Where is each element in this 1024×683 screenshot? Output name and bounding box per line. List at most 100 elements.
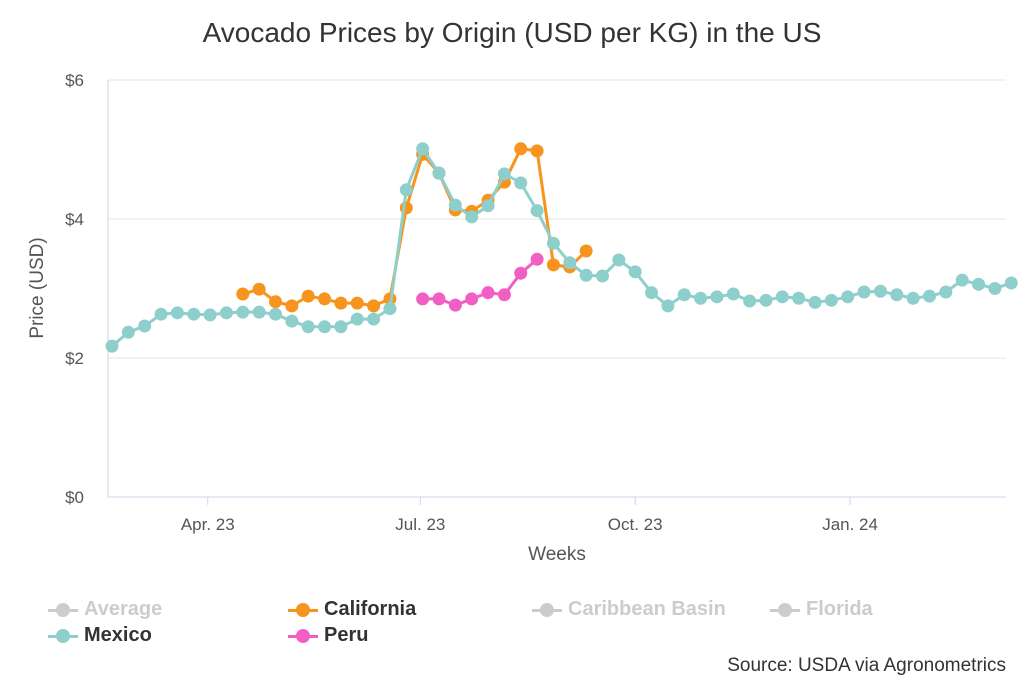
legend-item-california[interactable]: California: [288, 598, 416, 621]
data-point: [988, 282, 1002, 295]
data-point: [334, 296, 348, 310]
data-point: [546, 258, 560, 272]
legend-marker-icon: [532, 602, 562, 617]
data-point: [939, 285, 953, 299]
data-point: [694, 291, 708, 305]
data-point: [301, 289, 315, 303]
legend-label: Caribbean Basin: [568, 598, 726, 620]
data-point: [432, 292, 446, 306]
x-tick-label: Apr. 23: [181, 515, 235, 534]
data-point: [269, 307, 282, 321]
data-point: [677, 288, 691, 302]
data-point: [399, 183, 413, 197]
data-point: [269, 295, 282, 309]
y-tick-label: $6: [65, 71, 84, 90]
y-tick-label: $4: [65, 210, 84, 229]
legend-marker-icon: [288, 628, 318, 643]
data-point: [661, 299, 675, 313]
legend-item-average[interactable]: Average: [48, 598, 162, 621]
data-point: [170, 306, 184, 320]
data-point: [481, 286, 495, 300]
y-tick-label: $0: [65, 488, 84, 507]
legend-item-caribbean-basin[interactable]: Caribbean Basin: [532, 598, 726, 621]
series-mexico: [105, 142, 1018, 353]
data-point: [710, 290, 724, 304]
data-point: [546, 236, 560, 250]
data-point: [645, 286, 659, 300]
data-point: [350, 296, 364, 310]
data-point: [596, 269, 609, 283]
data-point: [154, 307, 168, 321]
data-point: [514, 266, 528, 280]
legend-item-florida[interactable]: Florida: [770, 598, 873, 621]
data-point: [105, 339, 119, 353]
data-point: [448, 198, 462, 212]
data-point: [416, 142, 430, 156]
data-point: [824, 293, 838, 307]
data-point: [612, 253, 626, 267]
data-point: [841, 290, 855, 304]
data-point: [121, 325, 135, 339]
data-point: [906, 291, 920, 305]
data-point: [301, 320, 315, 334]
data-point: [219, 306, 233, 320]
series-california: [236, 142, 593, 313]
data-point: [252, 305, 266, 319]
data-point: [775, 290, 789, 304]
legend-marker-icon: [770, 602, 800, 617]
data-point: [923, 289, 936, 303]
data-point: [138, 319, 152, 333]
legend-label: Florida: [806, 598, 873, 620]
data-point: [579, 268, 593, 282]
legend-marker-icon: [48, 602, 78, 617]
legend-item-mexico[interactable]: Mexico: [48, 624, 152, 647]
y-tick-label: $2: [65, 349, 84, 368]
legend-marker-icon: [288, 602, 318, 617]
data-point: [563, 256, 577, 270]
data-point: [236, 305, 250, 319]
legend-label: Peru: [324, 624, 369, 646]
data-point: [187, 307, 201, 321]
data-point: [367, 299, 381, 313]
data-point: [514, 142, 528, 156]
data-point: [628, 265, 642, 279]
data-point: [497, 167, 511, 181]
data-point: [530, 204, 544, 218]
legend-label: Average: [84, 598, 163, 620]
y-axis-label: Price (USD): [27, 237, 48, 338]
data-point: [383, 302, 397, 316]
legend-label: California: [324, 598, 417, 620]
data-point: [481, 199, 495, 213]
data-point: [465, 292, 479, 306]
data-point: [873, 284, 887, 298]
data-point: [318, 320, 332, 334]
data-point: [972, 277, 986, 291]
data-point: [579, 244, 593, 258]
x-tick-label: Jul. 23: [395, 515, 445, 534]
x-tick-label: Oct. 23: [608, 515, 663, 534]
x-axis-label: Weeks: [528, 544, 586, 565]
series-line: [242, 147, 588, 308]
x-tick-label: Jan. 24: [822, 515, 878, 534]
data-point: [203, 308, 217, 322]
data-point: [857, 285, 871, 299]
data-point: [955, 273, 969, 287]
data-point: [514, 176, 528, 190]
source-note: Source: USDA via Agronometrics: [727, 655, 1006, 676]
data-point: [759, 293, 773, 307]
data-point: [285, 314, 299, 328]
data-point: [890, 288, 904, 302]
data-point: [416, 292, 430, 306]
data-point: [808, 295, 822, 309]
legend-item-peru[interactable]: Peru: [288, 624, 368, 647]
data-point: [530, 252, 544, 266]
data-point: [1004, 276, 1018, 290]
data-point: [448, 298, 462, 312]
data-point: [792, 291, 806, 305]
legend-marker-icon: [48, 628, 78, 643]
data-point: [743, 294, 757, 308]
legend-label: Mexico: [84, 624, 152, 646]
data-point: [497, 288, 511, 302]
data-point: [726, 287, 740, 301]
chart-title: Avocado Prices by Origin (USD per KG) in…: [203, 17, 822, 48]
